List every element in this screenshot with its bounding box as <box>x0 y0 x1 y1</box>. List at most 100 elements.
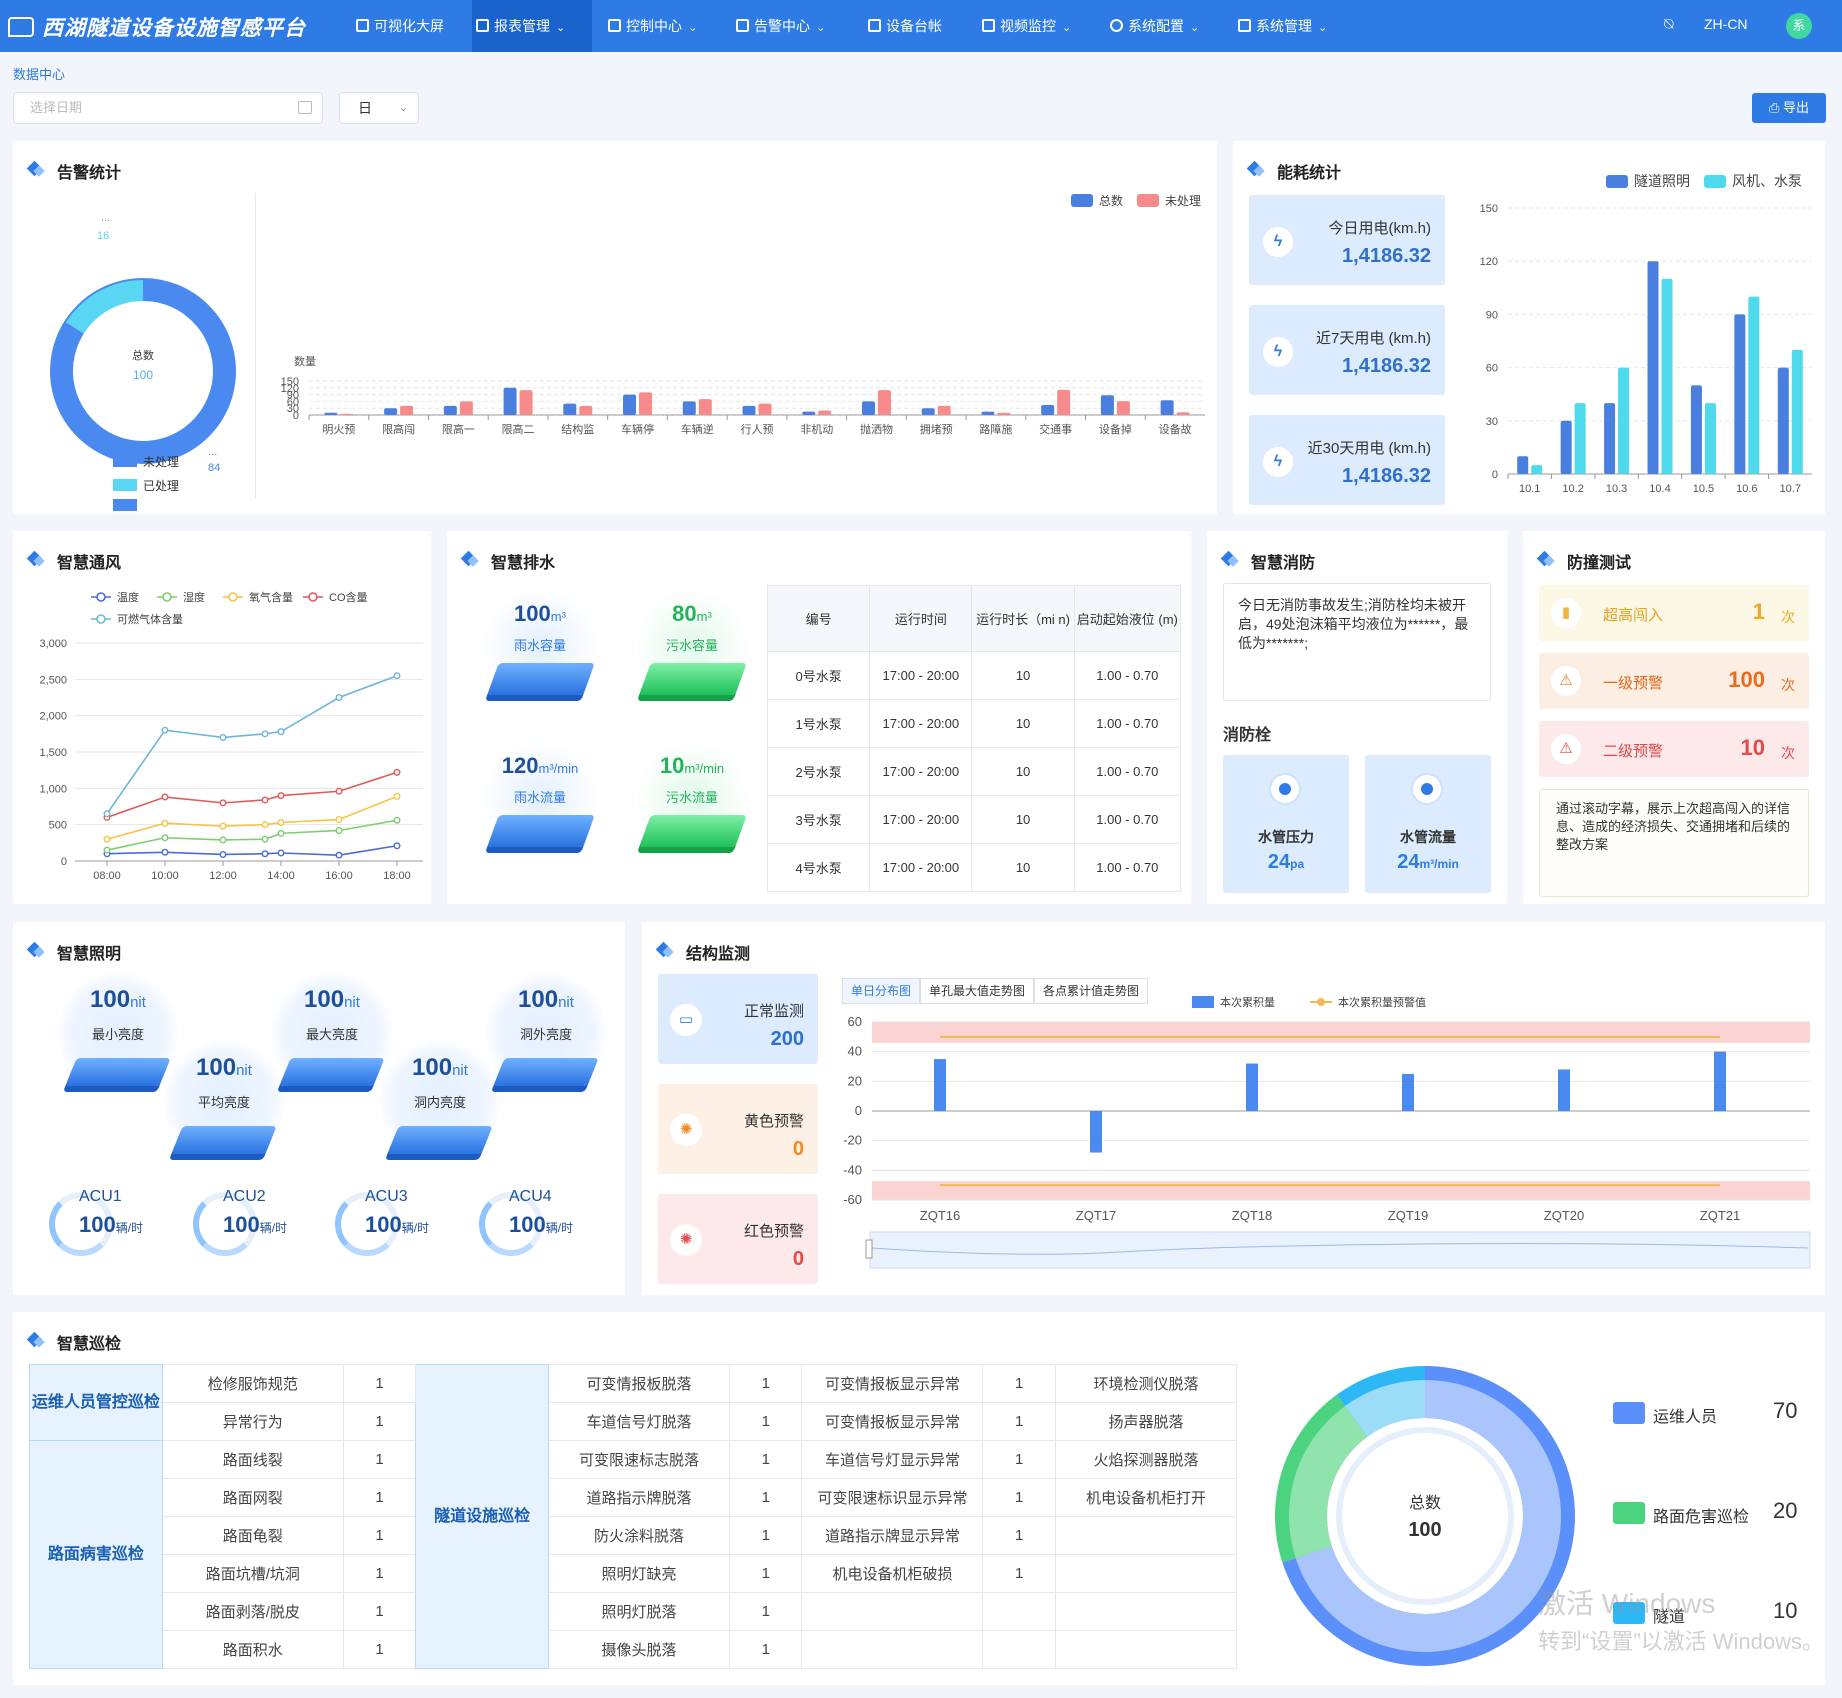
legend-swatch <box>113 479 137 491</box>
y-tick-label: 60 <box>287 396 299 408</box>
x-tick-label: 明火预 <box>322 423 355 436</box>
legend-swatch <box>1071 194 1093 207</box>
table-cell <box>1054 1516 1238 1555</box>
ring-icon <box>193 1192 257 1256</box>
plate <box>639 663 747 695</box>
calendar-icon <box>298 101 312 114</box>
table-cell: 1 <box>729 1630 803 1669</box>
legend-marker <box>96 592 106 602</box>
date-picker-input[interactable]: 选择日期 <box>13 92 323 124</box>
nav-video-monitor[interactable]: 视频监控 ⌄ <box>978 0 1071 52</box>
nav-device-ledger[interactable]: 设备台帐 <box>864 0 942 52</box>
ledger-icon <box>868 19 881 32</box>
table-row: 2号水泵 17:00 - 20:00 10 1.00 - 0.70 <box>766 747 1182 796</box>
divider <box>255 193 256 499</box>
language-switch[interactable]: ZH-CN <box>1704 16 1748 32</box>
bar <box>1777 367 1789 474</box>
y-tick-label: 30 <box>287 403 299 415</box>
bar <box>443 405 457 415</box>
table-cell: 1 <box>982 1478 1056 1517</box>
notification-off-icon[interactable]: ⍉ <box>1664 16 1674 33</box>
table-cell: 路面网裂 <box>161 1478 344 1517</box>
acu-card: ACU2 100辆/时 <box>193 1188 313 1268</box>
table-cell: 1 <box>342 1630 417 1669</box>
panel-title: 防撞测试 <box>1536 549 1631 573</box>
category-cell: 运维人员管控巡检 <box>29 1364 163 1441</box>
tab-max-trend[interactable]: 单孔最大值走势图 <box>920 978 1035 1004</box>
table-row: 3号水泵 17:00 - 20:00 10 1.00 - 0.70 <box>766 795 1182 844</box>
nav-visual-screen[interactable]: 可视化大屏 <box>352 0 444 52</box>
energy-stats-panel: 能耗统计 ϟ 今日用电(km.h) 1,4186.32 ϟ 近7天用电 (km.h) 1… <box>1233 141 1825 514</box>
x-tick-label: 10.3 <box>1606 483 1627 495</box>
table-cell: 4号水泵 <box>766 843 871 892</box>
nav-system-config[interactable]: 系统配置 ⌄ <box>1106 0 1199 52</box>
legend-swatch-unprocessed <box>113 499 137 511</box>
table-row: 路面病害巡检 路面线裂 1 可变限速标志脱落 1 车道信号灯显示异常 1 火焰探测器脱落 <box>29 1440 1238 1669</box>
energy-bar-chart: 0 30 60 90 120 150 10.1 10.2 10.3 10.4 10.5 10.6 10.… <box>1480 173 1812 495</box>
legend-label: 总数 <box>1099 193 1123 208</box>
nav-alarm-center[interactable]: 告警中心 ⌄ <box>732 0 825 52</box>
donut-center-label: 总数 <box>1409 1494 1441 1512</box>
donut-slice <box>65 279 143 334</box>
crash-row-level1: ⚠ 一级预警 100 次 <box>1539 653 1809 709</box>
table-cell: 17:00 - 20:00 <box>869 747 973 796</box>
chevron-down-icon: ⌄ <box>556 22 566 34</box>
period-select[interactable]: 日 ⌄ <box>339 92 419 124</box>
table-cell: 机电设备机柜打开 <box>1054 1478 1238 1517</box>
category-cell: 路面病害巡检 <box>29 1440 163 1669</box>
data-point <box>393 842 401 850</box>
data-point <box>277 792 285 800</box>
crash-ticker-note: 通过滚动字幕，展示上次超高闯入的详信息、造成的经济损失、交通拥堵和后续的整改方案 <box>1539 789 1809 897</box>
report-icon <box>476 19 489 32</box>
pressure-icon <box>1269 773 1301 805</box>
energy-label: 近7天用电 (km.h) <box>1315 330 1431 347</box>
bar <box>921 408 935 415</box>
tab-cumulative-trend[interactable]: 各点累计值走势图 <box>1034 978 1149 1004</box>
y-tick-label: 0 <box>855 1103 862 1118</box>
bar <box>937 405 951 415</box>
table-cell: 1 <box>729 1554 803 1593</box>
table-row: 运维人员管控巡检 检修服饰规范 1 隧道设施巡检 可变情报板脱落 1 可变情报板显示异常 1 环… <box>29 1364 1238 1669</box>
table-cell: 道路指示牌显示异常 <box>801 1516 984 1555</box>
x-tick-label: 结构监 <box>561 422 594 436</box>
x-tick-label: ZQT16 <box>920 1208 960 1223</box>
data-point <box>219 822 227 830</box>
x-tick-label: 16:00 <box>325 870 353 882</box>
acu-card: ACU3 100辆/时 <box>335 1188 455 1268</box>
control-icon <box>608 19 621 32</box>
chevron-down-icon: ⌄ <box>398 102 408 114</box>
yellow-warning-card: ✺ 黄色预警 0 <box>658 1084 818 1174</box>
table-cell: 路面龟裂 <box>161 1516 344 1555</box>
nav-control-center[interactable]: 控制中心 ⌄ <box>604 0 697 52</box>
rain-capacity-card: 100m³ 雨水容量 <box>475 581 605 721</box>
nav-report-management[interactable]: 报表管理 ⌄ <box>472 0 592 52</box>
x-tick-label: ZQT20 <box>1544 1208 1584 1223</box>
app-logo[interactable]: 西湖隧道设备设施智感平台 <box>8 12 306 42</box>
crash-value: 10 <box>1740 735 1765 760</box>
legend-label: 风机、水泵 <box>1732 173 1802 189</box>
legend-swatch <box>1192 996 1214 1008</box>
bar <box>758 403 772 415</box>
data-point <box>261 796 269 804</box>
table-cell: 17:00 - 20:00 <box>869 843 973 892</box>
bar <box>1748 296 1760 474</box>
bar <box>1160 400 1174 415</box>
nav-system-management[interactable]: 系统管理 ⌄ <box>1234 0 1327 52</box>
drainage-panel: 智慧排水 100m³ 雨水容量 80m³ 污水容量 120m³/min 雨水流量… <box>447 531 1191 904</box>
breadcrumb[interactable]: 数据中心 <box>13 67 66 82</box>
table-header: 启动起始液位 (m) <box>1073 585 1182 652</box>
bar <box>861 401 875 415</box>
tab-daily-distribution[interactable]: 单日分布图 <box>842 978 921 1004</box>
table-cell: 2号水泵 <box>766 747 871 796</box>
donut-center-value: 100 <box>1408 1519 1441 1541</box>
video-icon <box>982 19 995 32</box>
y-tick-label: -40 <box>843 1162 862 1177</box>
bar <box>384 408 398 415</box>
table-row: 4号水泵 17:00 - 20:00 10 1.00 - 0.70 <box>766 843 1182 892</box>
inspection-table: 运维人员管控巡检 检修服饰规范 1 隧道设施巡检 可变情报板脱落 1 可变情报板显示异常 1 环… <box>29 1364 1238 1669</box>
alarm-stats-panel: 告警统计 总数 100 ... 16 ... 84 未处理 已处理 0 30 60 9… <box>13 141 1217 514</box>
avatar[interactable]: 系 <box>1786 13 1812 39</box>
export-button[interactable]: ⎙ 导出 <box>1752 93 1826 123</box>
table-row: 路面坑槽/坑洞 1 照明灯缺亮 1 机电设备机柜破损 1 <box>30 1554 1238 1593</box>
